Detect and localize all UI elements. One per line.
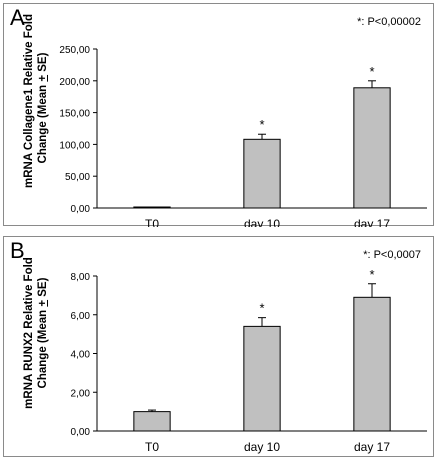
panel-a: A *: P<0,00002 mRNA Collagene1 Relative …: [3, 3, 434, 227]
y-tick-label: 6,00: [71, 311, 91, 322]
x-tick-label: day 10: [244, 217, 280, 227]
y-tick-label: 0,00: [71, 204, 91, 215]
y-tick-label: 250,00: [59, 45, 90, 56]
significance-note: *: P<0,00002: [357, 16, 421, 28]
panel-b: B *: P<0,0007 mRNA RUNX2 Relative Fold C…: [3, 236, 434, 457]
x-tick-label: day 10: [244, 440, 280, 454]
panel-label: B: [10, 238, 25, 263]
y-tick-label: 200,00: [59, 77, 90, 88]
bar: [353, 296, 391, 432]
y-tick-label: 100,00: [59, 140, 90, 151]
bar-chart-a: 0,00 50,00 100,00 150,00 200,00 250,00 T0 * day …: [59, 45, 427, 227]
x-tick-label: T0: [145, 440, 159, 454]
bar: [133, 411, 171, 432]
bar: [243, 325, 281, 432]
significance-star: *: [369, 64, 374, 79]
bar-chart-b: 0,00 2,00 4,00 6,00 8,00 T0 * day 10 * day 17: [71, 267, 427, 454]
y-tick-label: 2,00: [71, 388, 91, 399]
x-tick-label: T0: [145, 217, 159, 227]
panel-label: A: [10, 5, 25, 30]
y-tick-label: 4,00: [71, 350, 91, 361]
y-tick-label: 150,00: [59, 109, 90, 120]
bar: [353, 87, 391, 209]
x-tick-label: day 17: [354, 440, 390, 454]
y-tick-label: 0,00: [71, 427, 91, 438]
x-tick-label: day 17: [354, 217, 390, 227]
significance-star: *: [259, 301, 264, 316]
significance-star: *: [259, 117, 264, 132]
significance-star: *: [369, 267, 374, 282]
bar: [243, 138, 281, 209]
y-tick-label: 50,00: [65, 172, 90, 183]
y-tick-label: 8,00: [71, 272, 91, 283]
significance-note: *: P<0,0007: [363, 249, 421, 261]
